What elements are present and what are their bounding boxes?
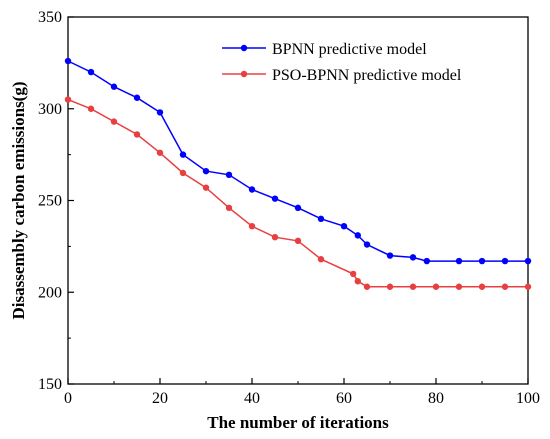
series-1	[64, 57, 532, 265]
data-point	[248, 222, 256, 230]
x-axis-title: The number of iterations	[207, 413, 389, 432]
data-point	[501, 283, 509, 290]
data-point	[432, 283, 440, 290]
y-axis-title: Disassembly carbon emissions(g)	[9, 81, 28, 319]
data-point	[271, 234, 279, 241]
data-point	[294, 237, 302, 245]
data-point	[202, 167, 210, 175]
series-line	[67, 98, 528, 288]
data-point	[133, 131, 141, 138]
y-tick-label: 250	[38, 193, 62, 210]
data-point	[478, 283, 486, 290]
data-point	[317, 215, 325, 223]
data-point	[317, 256, 325, 263]
data-point	[354, 278, 361, 285]
data-point	[225, 204, 233, 212]
data-point	[110, 118, 118, 125]
data-point	[386, 283, 394, 290]
legend: BPNN predictive model PSO-BPNN predictive…	[222, 41, 462, 84]
data-point	[340, 222, 348, 230]
x-tick-label: 0	[64, 390, 72, 407]
data-point	[386, 252, 394, 259]
x-tick-label: 20	[152, 390, 168, 407]
data-point	[179, 151, 187, 158]
legend-item: BPNN predictive model	[222, 41, 427, 58]
data-point	[363, 283, 371, 290]
y-tick-label: 150	[38, 376, 62, 393]
data-point	[87, 68, 95, 76]
data-point	[409, 254, 417, 261]
data-point	[524, 283, 532, 290]
legend-label: BPNN predictive model	[272, 41, 427, 58]
legend-marker	[240, 44, 248, 52]
data-point	[110, 83, 118, 90]
data-point	[64, 57, 72, 65]
data-point	[271, 195, 279, 202]
data-point	[455, 283, 463, 290]
x-tick-label: 60	[336, 390, 352, 407]
x-tick-label: 80	[428, 390, 444, 407]
data-point	[350, 270, 357, 278]
data-point	[363, 241, 371, 248]
y-tick-label: 350	[38, 9, 62, 26]
data-point	[156, 109, 164, 116]
data-point	[409, 283, 417, 290]
data-point	[156, 149, 164, 156]
data-point	[423, 257, 430, 265]
series-line	[67, 60, 528, 262]
data-point	[202, 184, 210, 191]
x-tick-label: 40	[244, 390, 260, 407]
legend-label: PSO-BPNN predictive model	[272, 67, 462, 84]
legend-marker	[240, 70, 248, 78]
data-point	[354, 232, 361, 239]
y-axis-ticks: 150 200 250 300 350	[38, 9, 74, 393]
data-point	[133, 94, 141, 101]
y-tick-label: 200	[38, 284, 62, 301]
data-point	[455, 257, 463, 265]
x-axis-ticks: 0 20 40 60 80 100	[64, 378, 540, 407]
data-point	[248, 186, 256, 193]
legend-item: PSO-BPNN predictive model	[222, 67, 462, 84]
data-point	[64, 96, 72, 103]
x-tick-label: 100	[516, 390, 540, 407]
data-point	[179, 169, 187, 177]
series-2	[64, 96, 532, 290]
data-point	[225, 171, 233, 179]
data-point	[87, 105, 95, 112]
series-layer	[64, 57, 532, 290]
data-point	[501, 257, 509, 265]
data-point	[294, 204, 302, 212]
data-point	[524, 257, 532, 265]
data-point	[478, 257, 486, 265]
y-tick-label: 300	[38, 101, 62, 118]
